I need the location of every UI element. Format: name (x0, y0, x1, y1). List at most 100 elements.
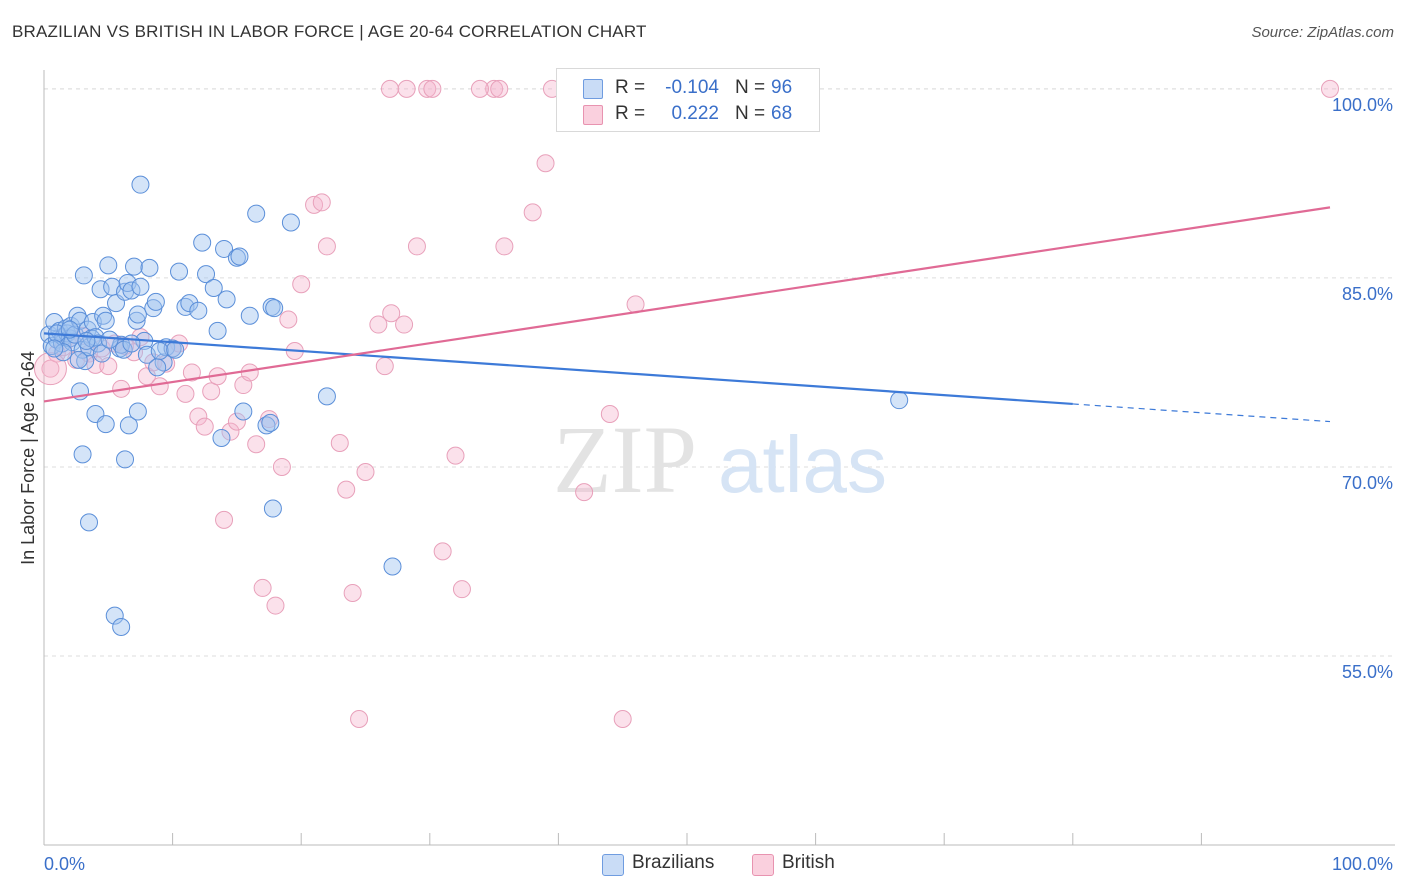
brazilian-points (40, 175, 909, 636)
brazilians-point (83, 313, 102, 332)
brazilians-point (230, 247, 249, 266)
brazilians-point (74, 266, 93, 285)
brazilians-point (240, 306, 259, 325)
brazilians-point (89, 334, 108, 353)
brazilians-point (122, 281, 141, 300)
brazilians-point (263, 499, 282, 518)
british-point (150, 377, 169, 396)
y-axis-label: In Labor Force | Age 20-64 (18, 351, 38, 565)
bottom-legend-label-brazilians: Brazilians (632, 852, 715, 873)
brazilians-point (54, 343, 73, 362)
brazilians-point (68, 306, 87, 325)
legend-r-label: R = (615, 103, 646, 124)
brazilians-point (166, 340, 185, 359)
chart-source: Source: ZipAtlas.com (1251, 24, 1394, 41)
british-point (86, 355, 105, 374)
brazilians-point (217, 290, 236, 309)
brazilians-point (99, 256, 118, 275)
brazilians-point (180, 294, 199, 313)
british-point (343, 583, 362, 602)
legend-n-value-brazilians: 96 (771, 77, 793, 98)
brazilians-point (383, 557, 402, 576)
brazilians-point (189, 301, 208, 320)
correlation-legend: R = -0.104 N = 96 R = 0.222 N = 68 (556, 68, 820, 132)
trend-lines (43, 206, 1331, 423)
brazilians-point (281, 213, 300, 232)
bottom-legend-label-british: British (782, 852, 835, 873)
axis-labels: 55.0% 70.0% 85.0% 100.0% 0.0% 100.0% In Labor … (18, 95, 1393, 874)
brazilians-point (45, 313, 64, 332)
brazilians-point (890, 391, 909, 410)
brazilians-point (234, 402, 253, 421)
british-point (221, 422, 240, 441)
brazilians-point (261, 413, 280, 432)
brazilians-point (96, 311, 115, 330)
y-tick-label-0: 55.0% (1342, 662, 1393, 682)
brazilians-point (92, 344, 111, 363)
british-point (613, 709, 632, 728)
british-point (337, 480, 356, 499)
trend-line-brazilians (43, 332, 1073, 406)
brazilians-point (94, 306, 113, 325)
brazilians-point (197, 265, 216, 284)
legend-n-label: N = (735, 103, 766, 124)
british-point (495, 237, 514, 256)
british-point (266, 596, 285, 615)
british-point (41, 359, 60, 378)
british-point (189, 407, 208, 426)
brazilians-point (317, 387, 336, 406)
brazilians-point (112, 617, 131, 636)
british-point (382, 304, 401, 323)
british-point (215, 510, 234, 529)
watermark-atlas: atlas (718, 420, 887, 509)
y-tick-label-3: 100.0% (1332, 95, 1393, 115)
brazilians-point (128, 402, 147, 421)
british-point (272, 457, 291, 476)
chart-title: BRAZILIAN VS BRITISH IN LABOR FORCE | AG… (12, 22, 647, 41)
trend-line-british (43, 206, 1331, 403)
brazilians-point (73, 445, 92, 464)
brazilians-point (265, 299, 284, 318)
brazilians-point (96, 415, 115, 434)
british-point (330, 434, 349, 453)
british-point (452, 580, 471, 599)
british-point (292, 275, 311, 294)
brazilians-point (69, 350, 88, 369)
brazilians-point (122, 334, 141, 353)
british-point (490, 79, 509, 98)
brazilians-point (80, 513, 99, 532)
x-tick-label-1: 100.0% (1332, 854, 1393, 874)
bottom-legend-swatch-british (752, 854, 774, 876)
british-point (279, 310, 298, 329)
british-point (195, 417, 214, 436)
legend-r-value-british: 0.222 (671, 103, 719, 124)
brazilians-point (119, 416, 138, 435)
brazilians-point (91, 280, 110, 299)
british-point (350, 709, 369, 728)
british-point (485, 79, 504, 98)
brazilians-point (128, 305, 147, 324)
axes (43, 70, 1395, 846)
brazilians-point (247, 204, 266, 223)
british-point (536, 154, 555, 173)
british-point (446, 446, 465, 465)
british-point (1321, 79, 1339, 98)
legend-n-value-british: 68 (771, 103, 793, 124)
watermark: ZIP atlas (553, 406, 887, 513)
brazilians-point (127, 311, 146, 330)
brazilians-point (150, 342, 169, 361)
british-point (227, 412, 246, 431)
british-point (375, 357, 394, 376)
british-point (202, 382, 221, 401)
british-point (397, 79, 416, 98)
brazilians-point (100, 330, 119, 349)
y-tick-label-2: 85.0% (1342, 284, 1393, 304)
british-point-large (33, 352, 67, 386)
legend-r-label: R = (615, 77, 646, 98)
british-point (600, 405, 619, 424)
bottom-legend-swatch-brazilians (602, 854, 624, 876)
british-points (33, 79, 1339, 728)
brazilians-point (76, 352, 95, 371)
british-point (240, 363, 259, 382)
